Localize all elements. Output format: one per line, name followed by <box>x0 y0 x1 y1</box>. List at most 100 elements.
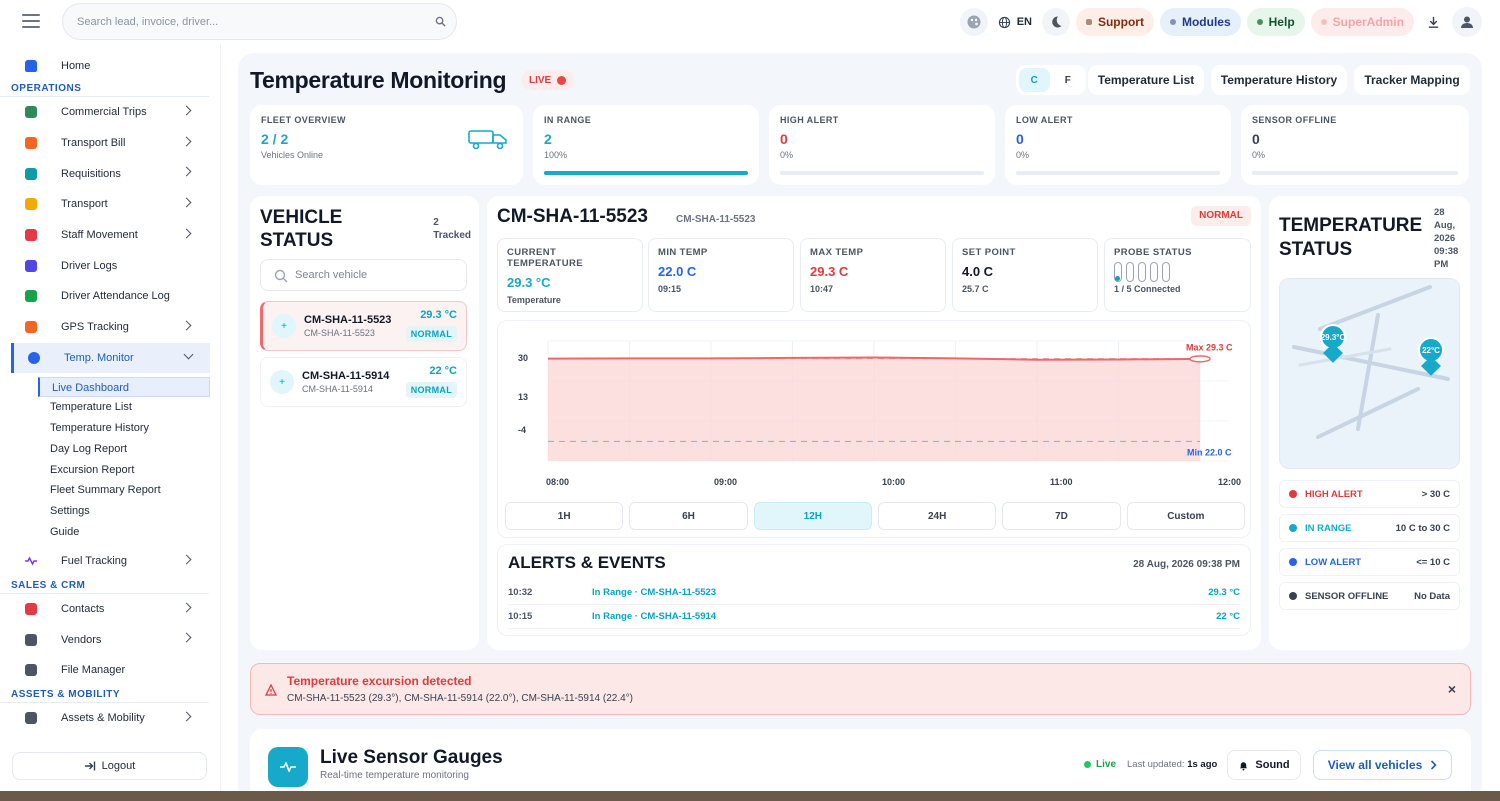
vehicle-id: CM-SHA-11-5914 <box>302 384 373 394</box>
temperature-list-button[interactable]: Temperature List <box>1088 65 1204 95</box>
user-avatar-icon[interactable] <box>1452 7 1482 37</box>
legend-range: 10 C to 30 C <box>1395 522 1450 534</box>
legend-dot-icon <box>1289 558 1297 566</box>
unit-fahrenheit-button[interactable]: F <box>1064 74 1071 86</box>
sidebar-item-home[interactable]: Home <box>0 52 220 80</box>
global-search-input[interactable]: Search lead, invoice, driver... <box>62 3 457 40</box>
thermometer-icon <box>28 351 40 364</box>
tracker-mapping-button[interactable]: Tracker Mapping <box>1354 65 1470 95</box>
legend-low-alert: LOW ALERT <= 10 C <box>1279 548 1460 576</box>
main-panel: Temperature Monitoring LIVE C F Temperat… <box>238 53 1482 801</box>
legend-dot-icon <box>1289 524 1297 532</box>
superadmin-button[interactable]: SuperAdmin <box>1310 8 1414 36</box>
range-button-12h[interactable]: 12H <box>753 502 872 530</box>
sidebar-item-temp-monitor[interactable]: Temp. Monitor <box>11 342 210 373</box>
support-icon <box>1085 19 1092 25</box>
sidebar-item-gps-tracking[interactable]: GPS Tracking <box>0 312 220 343</box>
kpi-sub: 0% <box>1016 150 1030 160</box>
modules-button[interactable]: Modules <box>1159 8 1241 36</box>
sidebar-item-fuel-tracking[interactable]: Fuel Tracking <box>0 546 220 577</box>
sidebar-item-driver-logs[interactable]: Driver Logs <box>0 250 220 281</box>
chart-x-tick: 12:00 <box>1218 477 1241 487</box>
sidebar-subitem-temperature-list[interactable]: Temperature List <box>50 401 132 414</box>
sidebar-subitem-settings[interactable]: Settings <box>50 505 90 518</box>
range-button-24h[interactable]: 24H <box>877 502 997 530</box>
metric-label: MAX TEMP <box>810 247 864 258</box>
sidebar-subitem-fleet-summary-report[interactable]: Fleet Summary Report <box>50 484 161 497</box>
download-icon[interactable] <box>1420 9 1446 35</box>
chart-x-tick: 08:00 <box>546 477 569 487</box>
sidebar-item-driver-attendance-log[interactable]: Driver Attendance Log <box>0 281 220 312</box>
range-button-1h[interactable]: 1H <box>505 502 624 530</box>
sidebar-item-file-manager[interactable]: File Manager <box>0 655 220 686</box>
tracked-number: 2 <box>433 217 439 228</box>
logout-button[interactable]: Logout <box>12 752 207 780</box>
globe-icon <box>998 16 1010 28</box>
chevron-right-icon <box>181 554 192 565</box>
unit-celsius-button[interactable]: C <box>1019 68 1050 92</box>
kpi-sub: 100% <box>544 150 568 160</box>
close-icon[interactable]: × <box>1447 681 1456 697</box>
sidebar-item-contacts[interactable]: Contacts <box>0 594 220 625</box>
gauges-live-label: Live <box>1096 759 1117 770</box>
sidebar-item-label: Driver Logs <box>61 259 118 272</box>
sidebar-item-transport[interactable]: Transport <box>0 189 220 220</box>
sound-button[interactable]: Sound <box>1227 750 1301 780</box>
sidebar-subitem-day-log-report[interactable]: Day Log Report <box>50 442 128 455</box>
range-button-7d[interactable]: 7D <box>1002 502 1121 530</box>
sidebar-item-transport-bill[interactable]: Transport Bill <box>0 128 220 159</box>
map-marker-vehicle-2[interactable]: 22°C <box>1418 337 1446 379</box>
alert-row[interactable]: 10:32 In Range · CM-SHA-11-5523 29.3 °C <box>508 581 1240 605</box>
sidebar-item-commercial-trips[interactable]: Commercial Trips <box>0 97 220 128</box>
legend-range: No Data <box>1414 590 1450 602</box>
vehicle-map[interactable]: 29.3°C 22°C <box>1279 278 1460 469</box>
legend-label: LOW ALERT <box>1305 556 1362 568</box>
chevron-right-icon <box>181 228 192 239</box>
range-button-6h[interactable]: 6H <box>629 502 748 530</box>
sidebar-item-staff-movement[interactable]: Staff Movement <box>0 220 220 251</box>
chart-x-tick: 09:00 <box>714 477 737 487</box>
chevron-right-icon <box>181 320 192 331</box>
legend-dot-icon <box>1289 490 1297 498</box>
menu-icon[interactable] <box>22 14 40 28</box>
kpi-progress-bar <box>1016 171 1220 175</box>
sidebar-subitem-live-dashboard[interactable]: Live Dashboard <box>38 376 210 398</box>
view-all-vehicles-button[interactable]: View all vehicles <box>1313 750 1452 780</box>
sidebar-item-assets-mobility[interactable]: Assets & Mobility <box>0 703 220 734</box>
warning-icon <box>265 684 277 696</box>
help-button[interactable]: Help <box>1246 8 1305 36</box>
last-updated: Last updated: 1s ago <box>1127 759 1217 770</box>
excursion-text: CM-SHA-11-5523 (29.3°), CM-SHA-11-5914 (… <box>287 693 634 704</box>
chart-x-tick: 10:00 <box>882 477 905 487</box>
sidebar-subitem-excursion-report[interactable]: Excursion Report <box>50 463 135 476</box>
metric-value: 29.3 °C <box>507 275 551 290</box>
language-switch[interactable]: EN <box>994 8 1036 36</box>
sidebar-section-sales: SALES & CRM <box>0 577 209 594</box>
support-button[interactable]: Support <box>1075 8 1154 36</box>
vehicle-detail-title: CM-SHA-11-5523 <box>497 206 648 227</box>
kpi-label: LOW ALERT <box>1016 115 1073 125</box>
dark-mode-toggle-icon[interactable] <box>1041 8 1070 36</box>
metric-value: 29.3 C <box>810 264 849 279</box>
sidebar-item-vendors[interactable]: Vendors <box>0 624 220 655</box>
sidebar-item-label: Contacts <box>61 602 105 615</box>
alert-value: 29.3 °C <box>1208 587 1240 598</box>
sidebar-subitem-guide[interactable]: Guide <box>50 526 80 539</box>
chevron-right-icon <box>181 136 192 147</box>
gauges-title: Live Sensor Gauges <box>320 747 503 768</box>
search-placeholder: Search lead, invoice, driver... <box>77 15 219 28</box>
logout-icon <box>84 761 95 771</box>
chevron-right-icon <box>181 166 192 177</box>
vehicle-list-item[interactable]: + CM-SHA-11-5523 CM-SHA-11-5523 29.3 °C NORM… <box>260 301 467 351</box>
palette-icon[interactable] <box>959 8 988 36</box>
temperature-history-button[interactable]: Temperature History <box>1211 65 1347 95</box>
vehicle-list-item[interactable]: + CM-SHA-11-5914 CM-SHA-11-5914 22 °C NORMAL <box>260 357 467 407</box>
vehicle-search-input[interactable]: Search vehicle <box>260 259 467 291</box>
alert-text: In Range · CM-SHA-11-5914 <box>592 611 717 622</box>
kpi-value: 0 <box>1252 131 1260 147</box>
map-marker-vehicle-1[interactable]: 29.3°C <box>1320 324 1348 366</box>
sidebar-item-requisitions[interactable]: Requisitions <box>0 158 220 189</box>
alert-row[interactable]: 10:15 In Range · CM-SHA-11-5914 22 °C <box>508 605 1240 629</box>
range-button-custom[interactable]: Custom <box>1126 502 1245 530</box>
sidebar-subitem-temperature-history[interactable]: Temperature History <box>50 422 150 435</box>
